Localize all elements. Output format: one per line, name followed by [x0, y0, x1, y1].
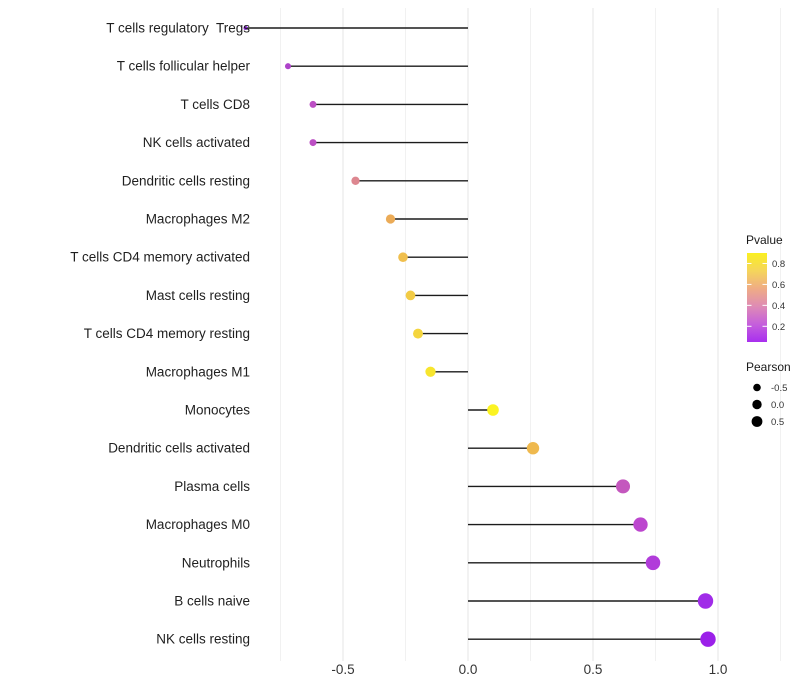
- category-label: T cells regulatory Tregs: [106, 21, 250, 36]
- category-label: T cells CD4 memory activated: [70, 250, 250, 265]
- category-label: Plasma cells: [174, 479, 250, 494]
- category-label: NK cells activated: [143, 135, 250, 150]
- lollipop-dot: [633, 517, 648, 532]
- x-tick-label: 1.0: [709, 662, 728, 677]
- lollipop-dot: [697, 593, 714, 609]
- lollipop-dot: [413, 328, 423, 339]
- lollipop-dot: [243, 26, 248, 30]
- pearson-size-label: 0.5: [771, 417, 784, 428]
- lollipop-dot: [284, 63, 292, 70]
- lollipop-dot: [425, 366, 436, 377]
- pearson-size-dot: [752, 399, 762, 410]
- category-label: T cells CD4 memory resting: [84, 326, 250, 341]
- category-label: Dendritic cells resting: [122, 173, 250, 188]
- lollipop-dot: [405, 290, 416, 301]
- x-tick-label: -0.5: [331, 662, 354, 677]
- pvalue-tick-label: 0.6: [772, 280, 785, 291]
- pvalue-legend-title: Pvalue: [746, 233, 783, 247]
- lollipop-dot: [309, 100, 317, 108]
- pvalue-tick-label: 0.2: [772, 322, 785, 333]
- category-label: Monocytes: [185, 403, 251, 418]
- pvalue-colorbar: [747, 253, 767, 342]
- x-axis-tick-labels: -0.5 0.0 0.5 1.0: [331, 662, 727, 677]
- pvalue-tick-label: 0.8: [772, 259, 785, 270]
- pvalue-tick-label: 0.4: [772, 301, 785, 312]
- category-label: Macrophages M2: [146, 212, 250, 227]
- category-label: Mast cells resting: [146, 288, 250, 303]
- lollipop-dot: [385, 214, 396, 224]
- pearson-size-dot: [751, 416, 763, 427]
- category-label: NK cells resting: [156, 632, 250, 647]
- lollipop-dots: [243, 26, 716, 647]
- category-label: B cells naive: [174, 594, 250, 609]
- lollipop-dot: [398, 252, 408, 262]
- lollipop-stems: [245, 27, 708, 640]
- lollipop-dot: [615, 479, 631, 494]
- category-axis-labels: T cells regulatory Tregs T cells follicul…: [70, 21, 250, 647]
- category-label: T cells CD8: [180, 97, 250, 112]
- category-label: T cells follicular helper: [117, 59, 251, 74]
- category-label: Macrophages M0: [146, 517, 250, 532]
- lollipop-dot: [309, 139, 317, 147]
- category-label: Dendritic cells activated: [108, 441, 250, 456]
- lollipop-dot: [526, 442, 540, 455]
- pearson-size-legend: -0.5 0.0 0.5: [751, 383, 787, 428]
- gridlines: [280, 8, 781, 661]
- legend: Pvalue 0.8 0.6 0.4 0.2 Pearson -0.5 0.0 0.5: [746, 233, 791, 428]
- lollipop-dot: [487, 404, 499, 416]
- pvalue-colorbar-ticks: 0.8 0.6 0.4 0.2: [747, 259, 785, 333]
- lollipop-dot: [700, 631, 716, 647]
- x-tick-label: 0.0: [459, 662, 478, 677]
- pearson-size-dot: [753, 383, 761, 392]
- lollipop-dot: [645, 555, 661, 571]
- category-label: Neutrophils: [182, 555, 251, 570]
- pearson-legend-title: Pearson: [746, 360, 791, 374]
- category-label: Macrophages M1: [146, 364, 250, 379]
- pearson-size-label: -0.5: [771, 383, 787, 394]
- pearson-size-label: 0.0: [771, 400, 784, 411]
- lollipop-dot: [351, 176, 360, 185]
- x-tick-label: 0.5: [584, 662, 603, 677]
